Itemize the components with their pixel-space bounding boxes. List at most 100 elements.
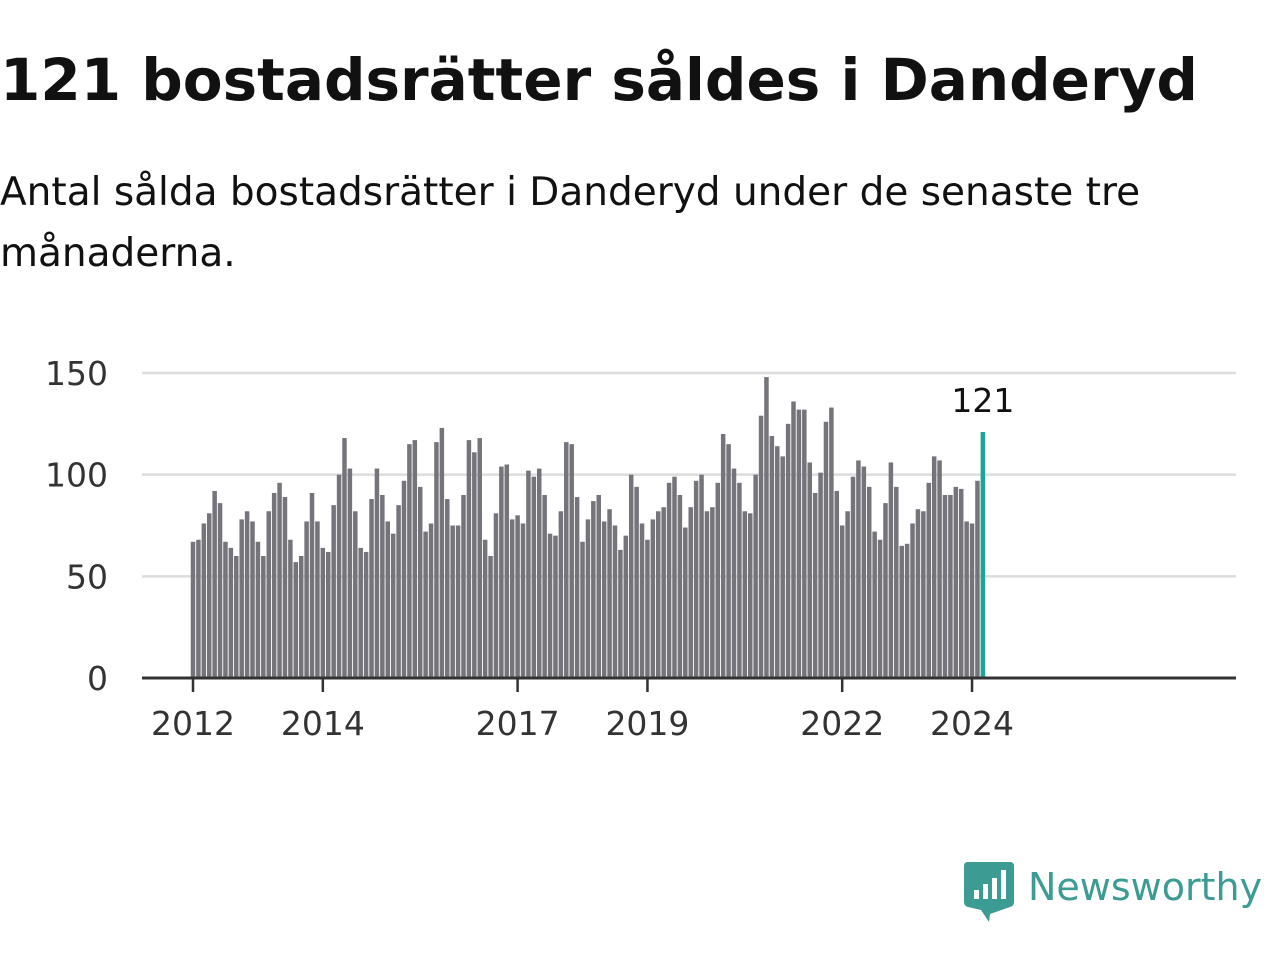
bar [726,444,731,678]
bar [439,427,445,678]
bar [277,482,282,678]
bar [564,442,569,678]
bar [666,482,672,678]
bar [888,462,894,678]
bar [628,474,634,678]
bar [201,523,207,678]
bar [412,440,418,678]
bar [206,513,212,678]
brand-name: Newsworthy [1028,865,1263,909]
bar [423,531,428,678]
bar [558,511,564,678]
newsworthy-logo-icon [964,862,1014,922]
bar [720,434,726,678]
bar [217,503,223,678]
bar [693,480,699,678]
bar [953,486,959,678]
bar [304,521,309,678]
bar [271,492,277,678]
bar [428,523,434,678]
page-subtitle: Antal sålda bostadsrätter i Danderyd und… [0,170,1141,276]
bar [769,436,775,678]
bar [894,486,899,678]
bar [834,490,840,678]
bar [958,488,964,678]
bar [239,519,244,678]
bar [601,521,607,678]
bar [753,474,758,678]
bar [212,490,217,678]
bar [445,499,450,678]
bar [845,511,850,678]
bar [710,507,715,678]
bar [255,541,261,678]
bar [385,521,391,678]
bar [921,511,926,678]
bar [818,472,823,678]
bar [904,543,910,678]
bar [326,551,331,678]
bar [688,507,693,678]
bar [547,533,553,678]
bar [342,438,347,678]
bar [796,409,802,678]
y-tick-label: 50 [66,557,108,596]
bar [482,539,488,678]
bar [677,495,683,678]
bar [737,482,742,678]
bar [856,460,861,678]
bar [574,497,580,678]
bar [461,495,466,678]
bar [520,523,526,678]
bar [775,446,780,678]
bar [656,511,661,678]
y-tick-label: 150 [45,354,108,393]
bar [618,549,623,678]
bar [336,474,342,678]
bar [839,525,845,678]
bar [791,401,796,678]
bar [850,476,856,678]
bar [639,523,645,678]
bar [872,531,877,678]
y-tick-label: 100 [45,456,108,495]
bar [812,492,818,678]
bar [504,464,510,678]
bar [450,525,455,678]
bar [883,503,888,678]
bar [634,486,639,678]
bar [380,495,385,678]
x-tick-label: 2022 [800,704,884,743]
bar [704,511,710,678]
bar [910,523,915,678]
bar-chart: 0 50 100 150 121 2012 2014 2017 2019 2022 2024 [45,354,1236,743]
bar [926,482,932,678]
bar [407,444,412,678]
bar [672,476,677,678]
bar [915,509,921,678]
bar [315,521,320,678]
bar [569,444,574,678]
bar [509,519,515,678]
bar [331,505,336,678]
bar [223,541,228,678]
x-tick-label: 2012 [151,704,235,743]
bar [390,533,396,678]
bar [282,497,288,678]
bar [607,509,612,678]
bar [715,482,721,678]
bar [309,492,315,678]
bar [975,480,980,678]
bar [650,519,656,678]
bar [942,495,948,678]
bar [369,499,374,678]
bar [699,474,704,678]
bar [823,421,829,678]
bar [969,523,975,678]
bar [374,468,380,678]
bar [553,535,558,678]
bar [585,519,591,678]
bar [591,501,596,678]
bar [742,511,748,678]
bar [396,505,401,678]
